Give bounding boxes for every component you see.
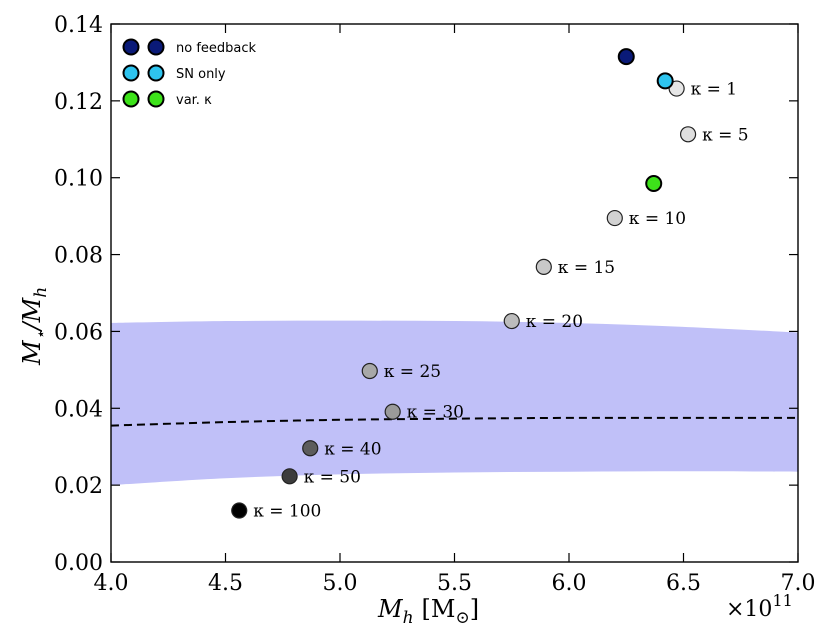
y-axis-title-slash: /M — [18, 296, 46, 332]
y-axis-title: M⋆/Mh — [18, 287, 51, 366]
tick-layer: 4.0 4.5 5.0 5.5 6.0 6.5 7.0 0.00 0.02 0.04 0.06 0.0… — [54, 13, 815, 596]
y-tick-label: 0.12 — [54, 90, 103, 115]
legend-marker — [147, 64, 165, 82]
x-tick-label: 4.0 — [94, 571, 129, 596]
x-axis-title-unit-close: ] — [470, 595, 479, 623]
kappa-point-label: κ = 30 — [407, 403, 464, 423]
kappa-point-label: κ = 10 — [629, 209, 686, 229]
kappa-point — [606, 209, 623, 227]
y-tick-label: 0.06 — [54, 320, 103, 345]
kappa-point — [231, 502, 248, 519]
special-point — [617, 48, 635, 66]
legend: no feedback SN only var. κ — [122, 38, 257, 108]
x-axis-title-unit-sub: ⊙ — [455, 608, 469, 628]
kappa-point — [503, 312, 520, 330]
x-axis-title-sub: h — [403, 608, 414, 628]
kappa-point-label: κ = 50 — [304, 467, 361, 487]
kappa-point — [679, 126, 697, 143]
x-axis-title: Mh [M⊙] — [377, 595, 479, 628]
y-tick-label: 0.02 — [54, 474, 103, 499]
kappa-point-label: κ = 25 — [384, 362, 441, 382]
kappa-point-label: κ = 5 — [702, 125, 749, 145]
confidence-band-layer — [111, 320, 798, 486]
x-axis-title-main: M — [377, 595, 404, 623]
kappa-point-label: κ = 20 — [526, 312, 583, 332]
legend-marker — [122, 64, 140, 82]
kappa-point-label: κ = 40 — [324, 439, 381, 459]
x-axis-title-unit: [M — [422, 595, 456, 623]
x-tick-label: 6.0 — [552, 571, 587, 596]
y-tick-label: 0.04 — [54, 397, 103, 422]
kappa-point — [281, 468, 298, 485]
kappa-point — [668, 80, 685, 97]
x-axis-multiplier: ×1011 — [726, 591, 793, 622]
legend-marker — [147, 90, 165, 108]
y-axis-title-main: M — [18, 339, 46, 366]
point-layer: κ = 1 κ = 5 κ = 10 κ = 15 κ = 20 κ = 25 κ = 30… — [231, 48, 749, 522]
legend-marker — [122, 38, 140, 56]
kappa-point-label: κ = 100 — [253, 502, 321, 522]
kappa-point — [384, 403, 401, 420]
kappa-point — [535, 258, 552, 275]
y-tick-label: 0.08 — [54, 244, 103, 269]
x-axis-multiplier-exp: 11 — [772, 591, 792, 610]
y-axis-title-sub: ⋆ — [31, 330, 50, 340]
legend-label: no feedback — [176, 41, 257, 56]
x-tick-label: 4.5 — [208, 571, 243, 596]
x-tick-label: 6.5 — [666, 571, 701, 596]
x-axis-multiplier-base: ×10 — [726, 597, 772, 622]
special-point — [656, 72, 674, 90]
legend-marker — [122, 90, 140, 108]
y-tick-label: 0.14 — [54, 13, 103, 38]
legend-label: SN only — [176, 67, 226, 82]
y-tick-label: 0.00 — [54, 551, 103, 576]
x-tick-label: 7.0 — [781, 571, 816, 596]
y-axis-title-sub2: h — [31, 287, 51, 298]
kappa-point — [302, 440, 319, 457]
kappa-point-label: κ = 1 — [691, 80, 738, 100]
x-tick-label: 5.5 — [437, 571, 472, 596]
special-point — [645, 174, 663, 192]
kappa-point-label: κ = 15 — [558, 258, 615, 278]
confidence-band — [111, 320, 798, 486]
kappa-point — [361, 362, 378, 380]
y-tick-label: 0.10 — [54, 167, 103, 192]
median-line-layer — [110, 416, 798, 427]
median-dashed-line — [110, 416, 798, 427]
legend-label: var. κ — [176, 93, 212, 108]
x-tick-label: 5.0 — [323, 571, 358, 596]
legend-marker — [147, 38, 165, 56]
